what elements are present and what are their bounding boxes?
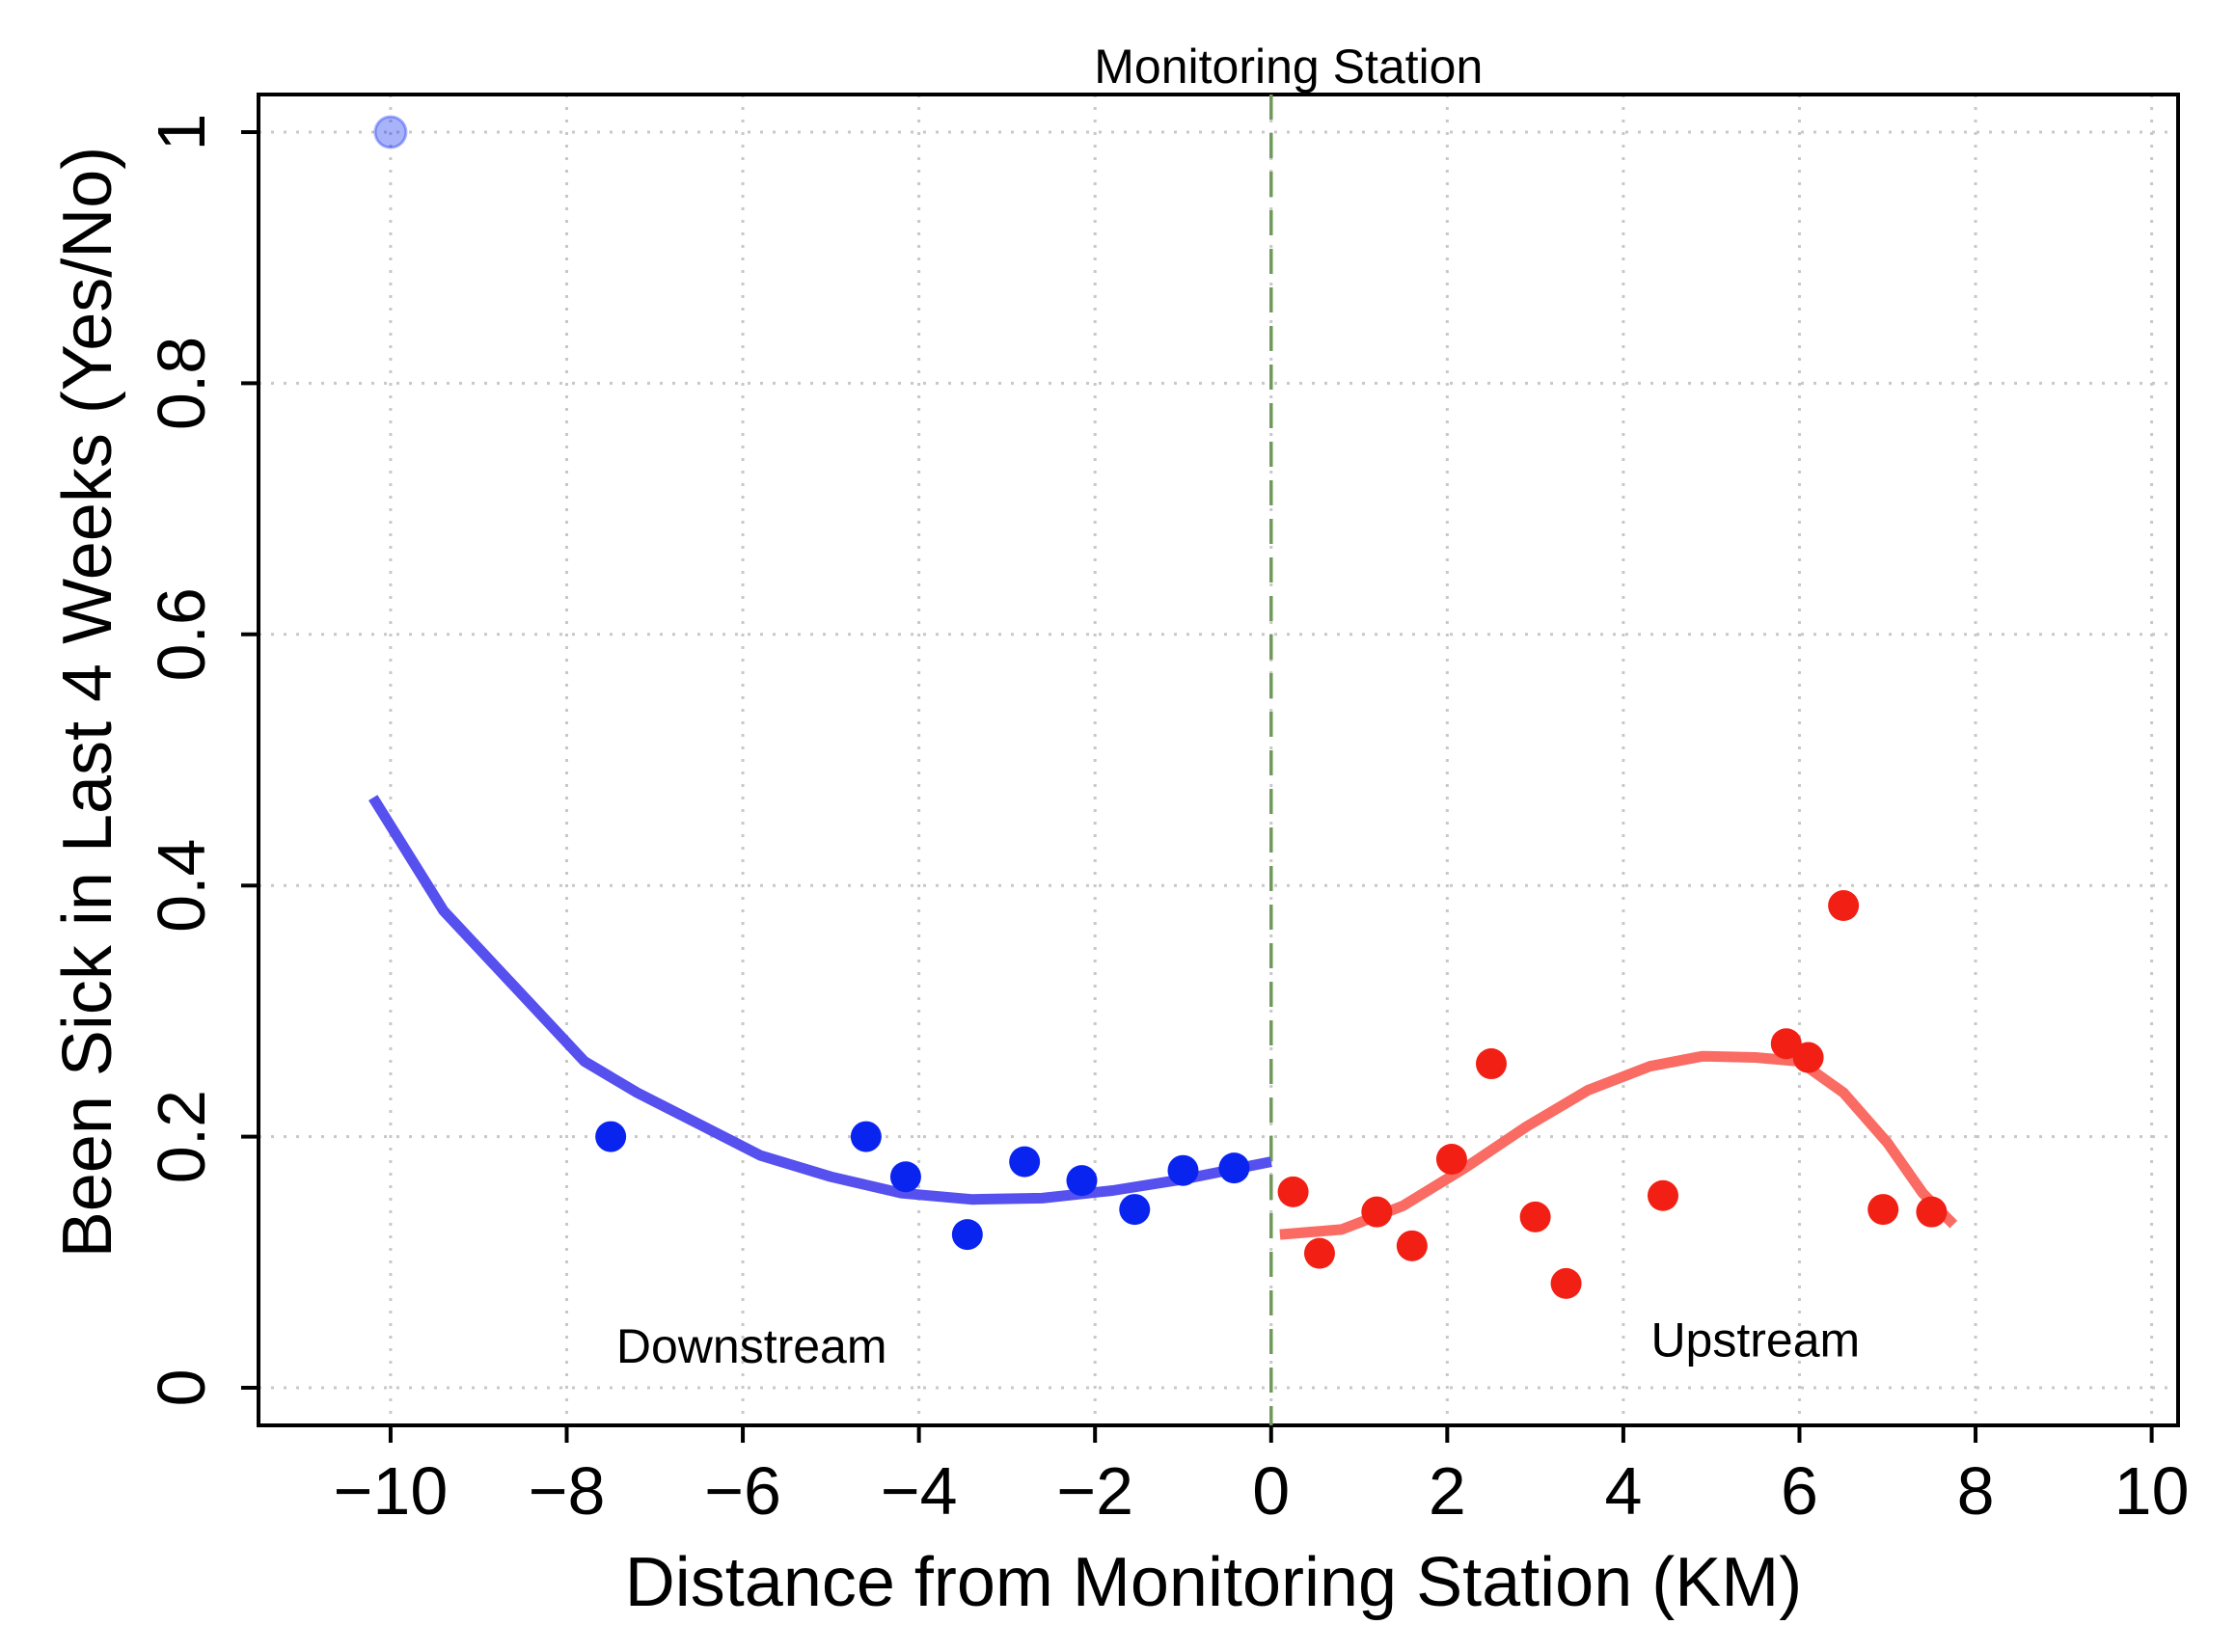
data-point-downstream [1009,1146,1041,1178]
annotation-upstream: Upstream [1650,1313,1860,1367]
x-tick-label: −10 [334,1453,449,1529]
fit-lines [368,795,1958,1240]
annotation-downstream: Downstream [616,1319,887,1373]
data-point-upstream [1550,1267,1582,1299]
y-axis-label: Been Sick in Last 4 Weeks (Yes/No) [49,147,126,1259]
data-point-downstream [1119,1194,1151,1226]
data-point-upstream [1277,1176,1309,1207]
y-tick-label: 0 [144,1368,219,1406]
y-tick-label: 0.8 [144,337,219,430]
data-point-upstream [1396,1230,1428,1261]
x-axis: −10 −8 −6 −4 −2 0 2 4 6 8 10 [334,1425,2190,1529]
fit-line-upstream [1279,1050,1958,1240]
data-point-downstream [1218,1152,1250,1184]
data-point-upstream [1770,1028,1802,1060]
data-point-upstream [1792,1042,1824,1073]
x-axis-label: Distance from Monitoring Station (KM) [625,1544,1802,1621]
y-tick-label: 0.2 [144,1090,219,1183]
chart-title: Monitoring Station [1094,40,1483,94]
x-tick-label: 0 [1252,1453,1290,1529]
data-point-upstream [1867,1194,1899,1226]
data-point-downstream [951,1219,983,1251]
x-tick-label: −8 [529,1453,606,1529]
data-point-upstream [1303,1237,1335,1269]
y-tick-label: 1 [144,114,219,151]
data-point-upstream [1519,1201,1551,1232]
x-tick-label: 10 [2114,1453,2190,1529]
data-point-downstream [1066,1165,1098,1197]
data-points [373,115,1948,1299]
x-tick-label: −2 [1056,1453,1133,1529]
data-point-upstream [1916,1196,1948,1228]
x-tick-label: −4 [881,1453,958,1529]
data-point-downstream [595,1121,627,1152]
data-point-downstream [850,1121,882,1152]
data-point-upstream [1475,1048,1507,1080]
y-tick-label: 0.4 [144,839,219,933]
x-tick-label: 6 [1781,1453,1818,1529]
data-point-upstream [1828,890,1860,922]
gridlines [259,95,2178,1425]
data-point-upstream [1647,1179,1678,1211]
x-tick-label: −6 [704,1453,781,1529]
data-point-downstream [373,115,408,149]
y-axis: 0 0.2 0.4 0.6 0.8 1 [144,114,259,1406]
data-point-upstream [1361,1196,1393,1228]
annotations: Downstream Upstream [616,1313,1860,1373]
data-point-downstream [889,1161,921,1193]
data-point-upstream [1435,1144,1467,1175]
x-tick-label: 2 [1429,1453,1466,1529]
fit-line-downstream [368,795,1272,1205]
plot-frame [257,93,2180,1427]
x-tick-label: 8 [1957,1453,1995,1529]
data-point-downstream [1167,1154,1199,1186]
x-tick-label: 4 [1604,1453,1642,1529]
y-tick-label: 0.6 [144,587,219,681]
